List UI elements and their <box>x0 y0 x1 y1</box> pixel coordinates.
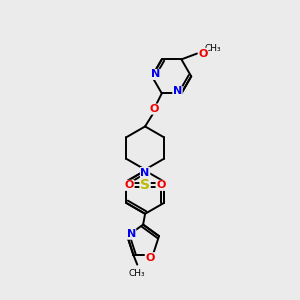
Text: N: N <box>151 69 160 80</box>
Text: N: N <box>127 229 136 239</box>
Text: O: O <box>125 180 134 190</box>
Text: CH₃: CH₃ <box>205 44 221 53</box>
Text: S: S <box>140 178 150 192</box>
Text: O: O <box>149 104 159 114</box>
Text: CH₃: CH₃ <box>129 268 146 278</box>
Text: O: O <box>156 180 166 190</box>
Text: N: N <box>140 168 150 178</box>
Text: N: N <box>173 86 182 96</box>
Text: O: O <box>145 253 155 263</box>
Text: O: O <box>198 49 208 58</box>
